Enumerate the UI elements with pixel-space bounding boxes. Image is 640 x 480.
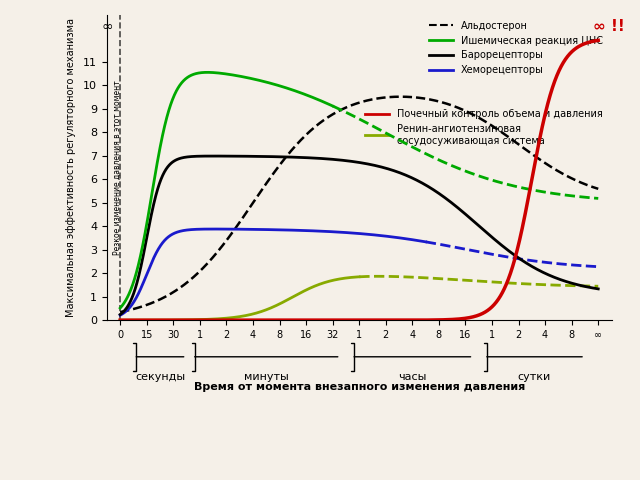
X-axis label: Время от момента внезапного изменения давления: Время от момента внезапного изменения да… [193, 382, 525, 392]
Text: ∞: ∞ [101, 20, 113, 34]
Text: сутки: сутки [518, 372, 551, 382]
Legend: Почечный контроль объема и давления, Ренин-ангиотензиновая
сосудосуживающая сист: Почечный контроль объема и давления, Рен… [361, 105, 607, 150]
Text: ∞ !!: ∞ !! [593, 19, 625, 35]
Y-axis label: Максимальная эффективность регуляторного механизма: Максимальная эффективность регуляторного… [66, 18, 76, 317]
Text: секунды: секунды [135, 372, 185, 382]
Text: часы: часы [398, 372, 426, 382]
Text: Резкое изменение давления в этот момент: Резкое изменение давления в этот момент [113, 80, 122, 255]
Text: минуты: минуты [244, 372, 289, 382]
